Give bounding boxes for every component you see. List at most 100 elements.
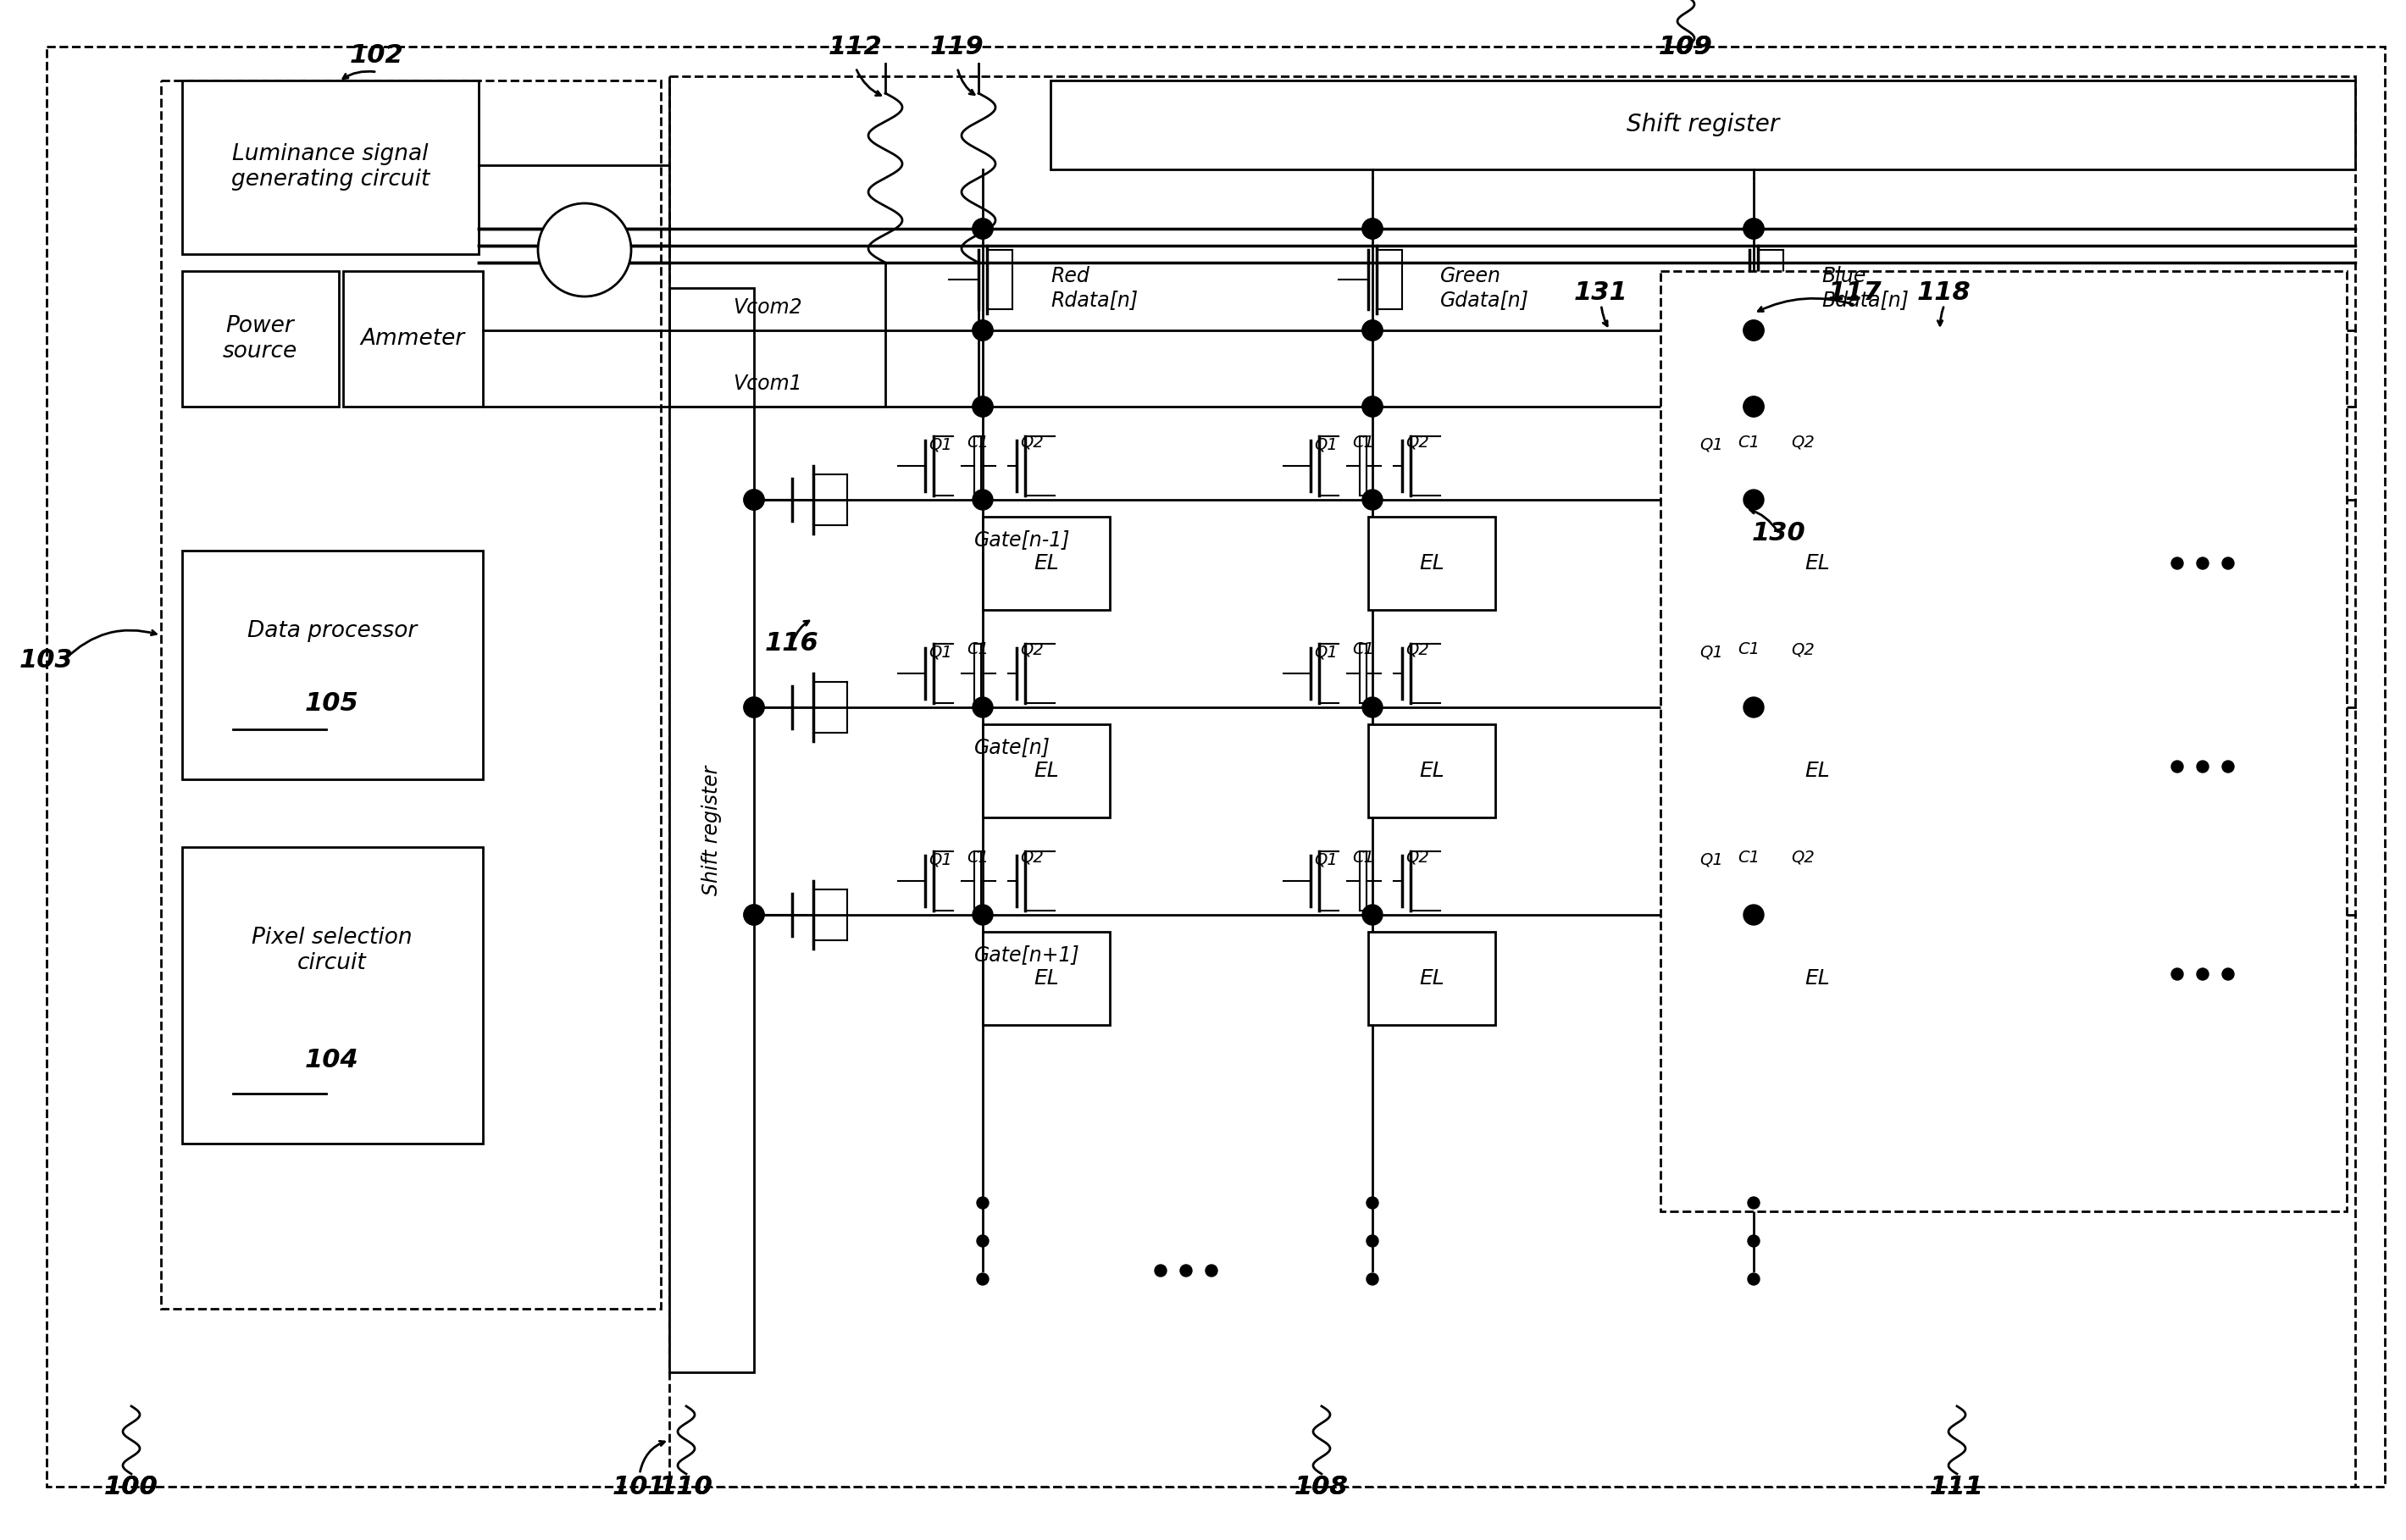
Text: C1: C1 — [967, 434, 989, 450]
Circle shape — [1362, 320, 1383, 340]
Text: EL: EL — [1420, 969, 1444, 989]
Circle shape — [1744, 490, 1764, 510]
Bar — [669, 77, 2355, 1486]
Text: 116: 116 — [765, 631, 818, 656]
Text: Q1: Q1 — [1314, 437, 1338, 453]
Bar — [1369, 932, 1494, 1026]
Text: Ammeter: Ammeter — [361, 328, 464, 350]
Circle shape — [1362, 219, 1383, 239]
Circle shape — [743, 904, 765, 926]
Circle shape — [972, 904, 994, 926]
Text: 102: 102 — [349, 43, 404, 68]
Text: Power
source: Power source — [224, 316, 298, 362]
Text: 131: 131 — [1574, 280, 1629, 305]
Text: EL: EL — [1804, 969, 1829, 989]
Text: Q1: Q1 — [1699, 437, 1723, 453]
Circle shape — [2223, 557, 2235, 570]
Text: EL: EL — [1420, 553, 1444, 573]
Text: Shift register: Shift register — [703, 765, 722, 895]
Bar — [1754, 724, 1881, 818]
Circle shape — [1362, 698, 1383, 718]
Circle shape — [1205, 1264, 1217, 1277]
Bar — [1051, 80, 2355, 169]
Circle shape — [2197, 969, 2209, 979]
Circle shape — [1747, 1274, 1759, 1284]
Text: Pixel selection
circuit: Pixel selection circuit — [253, 927, 411, 975]
Circle shape — [2170, 761, 2182, 773]
Text: 108: 108 — [1294, 1474, 1350, 1498]
Bar — [982, 724, 1109, 818]
Circle shape — [972, 396, 994, 417]
Text: 110: 110 — [659, 1474, 712, 1498]
Circle shape — [977, 1274, 989, 1284]
Circle shape — [1744, 219, 1764, 239]
Text: Luminance signal
generating circuit: Luminance signal generating circuit — [231, 143, 431, 191]
Text: Red
Rdata[n]: Red Rdata[n] — [1051, 266, 1138, 310]
Text: Q2: Q2 — [1790, 642, 1814, 658]
Bar — [183, 847, 484, 1144]
Bar — [183, 80, 479, 254]
Text: 109: 109 — [1658, 34, 1713, 59]
Text: Gate[n-1]: Gate[n-1] — [974, 530, 1071, 550]
Bar — [1369, 724, 1494, 818]
Text: Vcom1: Vcom1 — [734, 374, 801, 394]
Bar — [183, 551, 484, 779]
Bar — [982, 932, 1109, 1026]
Text: Q2: Q2 — [1405, 434, 1429, 450]
Text: 109: 109 — [1658, 34, 1713, 59]
Circle shape — [1362, 490, 1383, 510]
Text: Blue
Bdata[n]: Blue Bdata[n] — [1821, 266, 1908, 310]
Circle shape — [1362, 320, 1383, 340]
Circle shape — [972, 219, 994, 239]
Bar — [1754, 932, 1881, 1026]
Circle shape — [1744, 320, 1764, 340]
Circle shape — [1367, 1197, 1379, 1209]
Circle shape — [743, 490, 765, 510]
Text: EL: EL — [1420, 761, 1444, 781]
Circle shape — [2197, 557, 2209, 570]
Text: Q1: Q1 — [1699, 644, 1723, 661]
Circle shape — [1744, 396, 1764, 417]
Text: Green
Gdata[n]: Green Gdata[n] — [1441, 266, 1530, 310]
Text: 105: 105 — [306, 691, 358, 716]
Circle shape — [1744, 904, 1764, 926]
Circle shape — [972, 219, 994, 239]
Text: Shift register: Shift register — [1626, 112, 1778, 137]
Text: Q1: Q1 — [1314, 852, 1338, 869]
Circle shape — [972, 320, 994, 340]
Text: C1: C1 — [967, 849, 989, 865]
Text: EL: EL — [1804, 553, 1829, 573]
Circle shape — [743, 490, 765, 510]
Text: Vcom2: Vcom2 — [734, 297, 801, 317]
Text: Data processor: Data processor — [248, 619, 416, 642]
Circle shape — [743, 698, 765, 718]
Text: 104: 104 — [306, 1049, 358, 1073]
Circle shape — [972, 490, 994, 510]
Circle shape — [1362, 219, 1383, 239]
Text: 108: 108 — [1294, 1474, 1350, 1498]
Text: EL: EL — [1035, 969, 1059, 989]
Bar — [1660, 271, 2346, 1212]
Circle shape — [743, 904, 765, 926]
Circle shape — [1744, 320, 1764, 340]
Circle shape — [1362, 904, 1383, 926]
Text: Q2: Q2 — [1405, 849, 1429, 865]
Circle shape — [977, 1197, 989, 1209]
Text: 110: 110 — [659, 1474, 712, 1498]
Bar — [1369, 517, 1494, 610]
Circle shape — [1744, 698, 1764, 718]
Text: EL: EL — [1035, 761, 1059, 781]
Text: Q2: Q2 — [1020, 434, 1044, 450]
Circle shape — [2170, 557, 2182, 570]
Text: C1: C1 — [1737, 849, 1759, 865]
Bar — [183, 271, 339, 407]
Text: C1: C1 — [1737, 642, 1759, 658]
Text: Q1: Q1 — [1699, 852, 1723, 869]
Bar — [161, 80, 662, 1309]
Bar — [344, 271, 484, 407]
Text: 111: 111 — [1930, 1474, 1985, 1498]
Circle shape — [1367, 1274, 1379, 1284]
Circle shape — [2223, 969, 2235, 979]
Text: 118: 118 — [1918, 280, 1971, 305]
Circle shape — [1362, 396, 1383, 417]
